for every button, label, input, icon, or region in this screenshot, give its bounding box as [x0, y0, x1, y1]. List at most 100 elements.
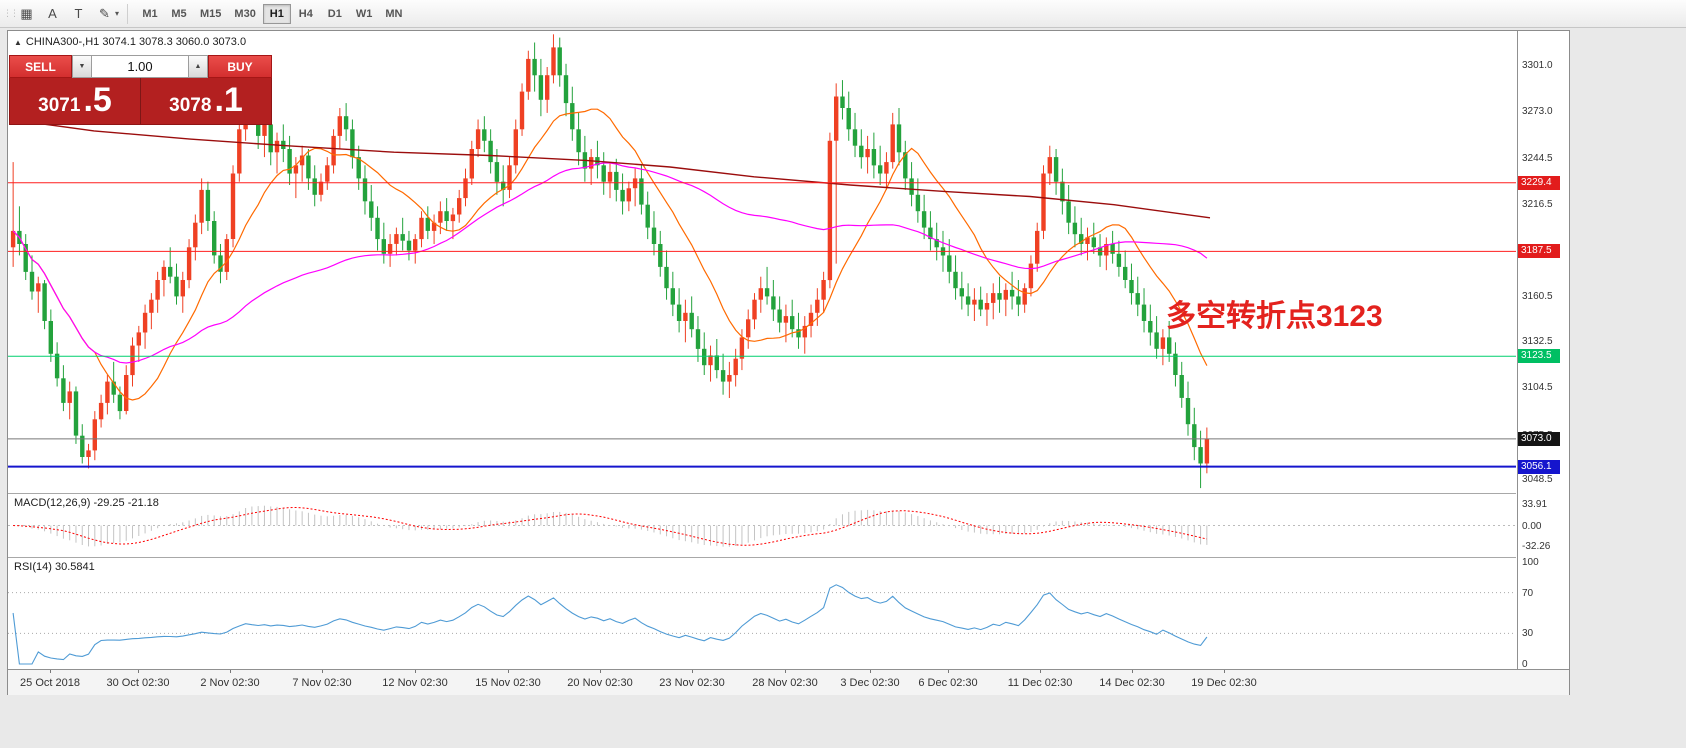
timeframe-h4[interactable]: H4	[292, 4, 320, 24]
rsi-scale-tick: 70	[1522, 587, 1534, 599]
macd-signal-line	[13, 506, 1208, 546]
cursor-tool-icon[interactable]: A	[40, 3, 65, 25]
volume-input[interactable]	[92, 55, 188, 78]
macd-scale-tick: 33.91	[1522, 499, 1548, 511]
time-axis-label: 6 Dec 02:30	[918, 677, 978, 689]
time-axis-tick	[415, 670, 416, 673]
sell-price[interactable]: 3071 .5	[10, 78, 141, 124]
dropdown-caret-icon[interactable]: ▾	[115, 9, 120, 18]
price-scale-tick: 3132.5	[1522, 336, 1553, 348]
time-axis-label: 15 Nov 02:30	[475, 677, 541, 689]
rsi-line	[12, 584, 1208, 665]
time-axis-tick	[230, 670, 231, 673]
time-axis-tick	[1040, 670, 1041, 673]
rsi-scale-tick: 100	[1522, 557, 1539, 568]
buy-button[interactable]: BUY	[208, 55, 272, 78]
time-axis-label: 2 Nov 02:30	[200, 677, 260, 689]
indicators-grid-icon[interactable]: ▦	[14, 3, 39, 25]
time-axis-tick	[785, 670, 786, 673]
macd-scale-tick: -32.26	[1522, 540, 1551, 552]
buy-price-main: 3078	[169, 95, 212, 116]
bottom-margin	[0, 697, 1572, 748]
toolbar: ⋮⋮ ▦ A T ✎ ▾ M1 M5 M15 M30 H1 H4 D1 W1 M…	[0, 0, 1686, 28]
hline-price-badge: 3123.5	[1518, 349, 1560, 364]
volume-down-button[interactable]: ▼	[72, 55, 92, 78]
buy-price-big-digit: .1	[214, 81, 243, 119]
time-axis-tick	[948, 670, 949, 673]
timeframe-mn[interactable]: MN	[379, 4, 408, 24]
timeframe-m15[interactable]: M15	[194, 4, 227, 24]
time-axis-tick	[870, 670, 871, 673]
macd-indicator[interactable]	[8, 494, 1516, 557]
time-axis-label: 23 Nov 02:30	[659, 677, 725, 689]
rsi-indicator[interactable]	[8, 558, 1516, 668]
timeframe-h1[interactable]: H1	[262, 3, 291, 24]
time-axis-label: 7 Nov 02:30	[292, 677, 352, 689]
sell-button[interactable]: SELL	[9, 55, 72, 78]
price-scale[interactable]: 3301.0 3273.0 3244.5 3216.5 3187.5 3160.5 3132…	[1517, 31, 1569, 670]
timeframe-d1[interactable]: D1	[321, 4, 349, 24]
time-axis-label: 20 Nov 02:30	[567, 677, 633, 689]
timeframe-m1[interactable]: M1	[136, 4, 164, 24]
hline-price-badge: 3056.1	[1518, 459, 1560, 474]
chart-expand-icon[interactable]: ▲	[14, 37, 22, 47]
toolbar-drag-handle[interactable]: ⋮⋮	[3, 8, 19, 18]
timeframe-m30[interactable]: M30	[228, 4, 261, 24]
price-annotation: 多空转折点3123	[1166, 300, 1383, 333]
price-scale-tick: 3048.5	[1522, 474, 1553, 486]
volume-up-button[interactable]: ▲	[188, 55, 208, 78]
pane-separator-macd[interactable]	[8, 493, 1516, 494]
rsi-scale-tick: 30	[1522, 628, 1534, 640]
price-scale-tick: 3104.5	[1522, 382, 1553, 394]
rsi-label: RSI(14) 30.5841	[14, 561, 95, 573]
time-axis-label: 28 Nov 02:30	[752, 677, 818, 689]
bid-price-badge: 3073.0	[1518, 431, 1560, 446]
one-click-trading-panel: SELL ▼ ▲ BUY 3071 .5 3078 .1	[9, 55, 272, 125]
sell-price-big-digit: .5	[83, 81, 112, 119]
macd-histogram	[18, 505, 1208, 547]
time-axis-tick	[692, 670, 693, 673]
time-axis-label: 3 Dec 02:30	[840, 677, 900, 689]
sell-price-main: 3071	[38, 95, 81, 116]
time-axis-tick	[138, 670, 139, 673]
time-axis[interactable]: 25 Oct 2018 30 Oct 02:30 2 Nov 02:30 7 Nov …	[8, 669, 1569, 695]
text-tool-icon[interactable]: T	[66, 3, 91, 25]
time-axis-label: 30 Oct 02:30	[106, 677, 170, 689]
time-axis-label: 25 Oct 2018	[20, 677, 80, 689]
price-scale-tick: 3216.5	[1522, 198, 1553, 210]
drawing-tool-icon[interactable]: ✎	[92, 3, 117, 25]
timeframe-w1[interactable]: W1	[350, 4, 379, 24]
macd-label: MACD(12,26,9) -29.25 -21.18	[14, 497, 159, 509]
time-axis-label: 19 Dec 02:30	[1191, 677, 1257, 689]
time-axis-label: 12 Nov 02:30	[382, 677, 448, 689]
pane-separator-rsi[interactable]	[8, 557, 1516, 558]
ma-fast-line	[12, 108, 1208, 401]
chart-window: ▲ CHINA300-,H1 3074.1 3078.3 3060.0 3073…	[7, 30, 1570, 695]
time-axis-tick	[50, 670, 51, 673]
time-axis-tick	[600, 670, 601, 673]
time-axis-label: 14 Dec 02:30	[1099, 677, 1165, 689]
time-axis-tick	[322, 670, 323, 673]
timeframe-m5[interactable]: M5	[165, 4, 193, 24]
buy-price[interactable]: 3078 .1	[141, 78, 271, 124]
price-scale-tick: 3301.0	[1522, 60, 1553, 72]
time-axis-tick	[1132, 670, 1133, 673]
ma-slow-line	[12, 162, 1208, 364]
hline-price-badge: 3187.5	[1518, 244, 1560, 259]
ma-long-line	[9, 118, 1211, 219]
time-axis-tick	[1224, 670, 1225, 673]
toolbar-separator	[127, 3, 129, 24]
symbol-ohlc-text: CHINA300-,H1 3074.1 3078.3 3060.0 3073.0	[25, 36, 247, 48]
symbol-header: ▲ CHINA300-,H1 3074.1 3078.3 3060.0 3073…	[14, 36, 246, 48]
price-chart[interactable]	[8, 31, 1516, 493]
time-axis-label: 11 Dec 02:30	[1007, 677, 1073, 689]
price-scale-tick: 3273.0	[1522, 106, 1553, 118]
price-scale-tick: 3244.5	[1522, 152, 1553, 164]
price-scale-tick: 3160.5	[1522, 290, 1553, 302]
time-axis-tick	[508, 670, 509, 673]
hline-price-badge: 3229.4	[1518, 175, 1560, 190]
rsi-scale-tick: 0	[1522, 659, 1528, 670]
right-margin	[1572, 29, 1686, 748]
macd-scale-tick: 0.00	[1522, 520, 1542, 532]
